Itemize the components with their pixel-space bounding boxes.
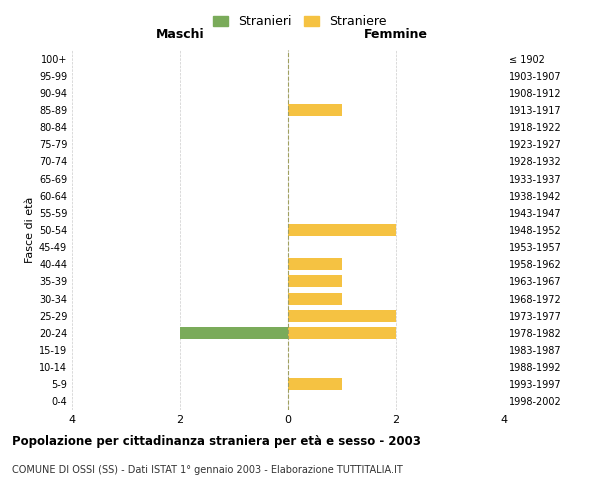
Bar xyxy=(288,224,396,236)
Bar xyxy=(288,292,342,304)
Bar xyxy=(288,310,396,322)
Legend: Stranieri, Straniere: Stranieri, Straniere xyxy=(209,11,391,32)
Text: Maschi: Maschi xyxy=(155,28,205,40)
Bar xyxy=(180,327,288,339)
Bar xyxy=(288,276,342,287)
Text: COMUNE DI OSSI (SS) - Dati ISTAT 1° gennaio 2003 - Elaborazione TUTTITALIA.IT: COMUNE DI OSSI (SS) - Dati ISTAT 1° genn… xyxy=(12,465,403,475)
Y-axis label: Fasce di età: Fasce di età xyxy=(25,197,35,263)
Bar xyxy=(288,104,342,116)
Text: Femmine: Femmine xyxy=(364,28,428,40)
Text: Popolazione per cittadinanza straniera per età e sesso - 2003: Popolazione per cittadinanza straniera p… xyxy=(12,435,421,448)
Bar xyxy=(288,258,342,270)
Bar xyxy=(288,327,396,339)
Bar xyxy=(288,378,342,390)
